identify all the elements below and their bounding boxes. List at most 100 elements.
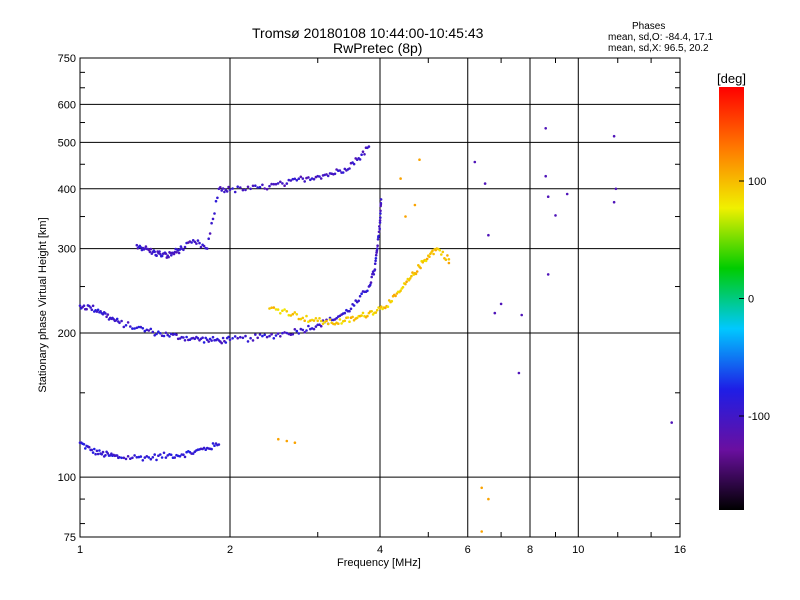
- echo-point: [126, 321, 130, 324]
- echo-point: [351, 315, 354, 319]
- echo-point: [115, 454, 119, 457]
- echo-point: [153, 250, 156, 254]
- echo-point: [297, 177, 301, 180]
- echo-point: [220, 341, 223, 345]
- echo-point: [157, 330, 160, 334]
- echo-point: [143, 456, 147, 459]
- echo-point: [612, 200, 616, 204]
- echo-point: [370, 275, 374, 279]
- echo-point: [213, 212, 216, 215]
- echo-point: [91, 304, 95, 308]
- echo-point: [373, 268, 377, 271]
- echo-point: [93, 447, 96, 451]
- echo-point: [390, 299, 394, 303]
- echo-point: [277, 437, 280, 441]
- echo-point: [377, 230, 381, 234]
- echo-point: [413, 203, 417, 207]
- colorbar-tick-label: -100: [748, 411, 770, 423]
- echo-point: [301, 328, 305, 332]
- echo-point: [441, 250, 445, 254]
- echo-point: [291, 177, 295, 181]
- echo-point: [348, 309, 351, 313]
- echo-point: [162, 451, 166, 455]
- echo-point: [261, 183, 264, 187]
- echo-point: [236, 185, 239, 188]
- echo-point: [325, 319, 328, 323]
- echo-point: [239, 186, 242, 189]
- echo-point: [297, 317, 301, 321]
- echo-point: [424, 259, 428, 263]
- echo-point: [307, 176, 310, 179]
- echo-point: [293, 177, 297, 181]
- echo-point: [177, 251, 181, 255]
- echo-point: [183, 339, 187, 342]
- echo-point: [374, 311, 378, 314]
- echo-point: [431, 249, 434, 252]
- echo-point: [141, 459, 145, 462]
- echo-point: [419, 266, 422, 270]
- echo-point: [227, 185, 230, 189]
- echo-point: [124, 324, 128, 327]
- echo-point: [411, 271, 414, 274]
- echo-point: [147, 329, 151, 332]
- echo-point: [405, 280, 408, 284]
- echo-point: [379, 198, 383, 201]
- echo-point: [193, 337, 197, 341]
- echo-point: [399, 289, 402, 293]
- echo-point: [348, 320, 351, 324]
- echo-point: [378, 307, 382, 310]
- echo-point: [428, 255, 431, 258]
- echo-point: [358, 294, 362, 298]
- echo-point: [447, 258, 451, 261]
- echo-point: [162, 334, 166, 338]
- echo-point: [612, 134, 616, 138]
- echo-point: [145, 455, 149, 458]
- echo-point: [379, 212, 382, 215]
- echo-point: [305, 314, 308, 318]
- echo-point: [274, 308, 278, 311]
- echo-point: [214, 199, 218, 203]
- echo-point: [104, 454, 107, 457]
- echo-point: [153, 334, 156, 337]
- echo-point: [241, 188, 245, 192]
- echo-point: [378, 221, 382, 224]
- echo-point: [249, 187, 252, 191]
- echo-point: [90, 448, 94, 452]
- echo-point: [360, 292, 363, 296]
- echo-point: [318, 175, 321, 178]
- echo-point: [145, 328, 149, 332]
- echo-point: [303, 180, 307, 183]
- echo-point: [369, 283, 372, 287]
- echo-point: [170, 254, 173, 257]
- echo-point: [319, 319, 323, 323]
- echo-point: [374, 259, 377, 263]
- echo-point: [287, 313, 291, 317]
- echo-point: [272, 182, 276, 186]
- echo-point: [520, 313, 523, 317]
- echo-point: [316, 319, 320, 323]
- echo-point: [281, 182, 284, 185]
- echo-point: [318, 317, 321, 320]
- echo-point: [261, 334, 264, 338]
- echo-point: [378, 227, 382, 231]
- echo-point: [195, 242, 198, 245]
- echo-point: [493, 311, 497, 315]
- echo-point: [270, 182, 273, 186]
- echo-point: [251, 339, 255, 342]
- echo-point: [370, 310, 374, 313]
- echo-point: [276, 182, 280, 185]
- echo-point: [305, 329, 308, 332]
- echo-point: [122, 456, 126, 460]
- echo-point: [440, 253, 443, 256]
- echo-point: [144, 245, 148, 248]
- echo-point: [191, 452, 195, 455]
- echo-point: [210, 221, 213, 225]
- x-tick-label: 1: [77, 544, 83, 556]
- echo-point: [207, 340, 210, 343]
- echo-point: [517, 371, 521, 375]
- chart-title: Tromsø 20180108 10:44:00-10:45:43: [252, 25, 484, 41]
- x-tick-label: 4: [377, 544, 383, 556]
- echo-point: [78, 304, 82, 308]
- echo-point: [159, 332, 162, 335]
- echo-point: [129, 457, 132, 461]
